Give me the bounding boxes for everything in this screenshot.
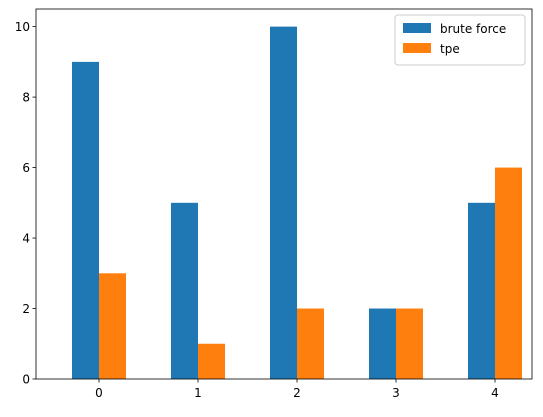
legend-label: tpe <box>440 42 460 56</box>
x-tick-label: 3 <box>392 386 400 400</box>
x-tick-label: 4 <box>491 386 499 400</box>
bar-tpe-1 <box>198 343 225 379</box>
ticks-layer: 0 2 4 6 8 10 0 1 2 3 4 <box>15 20 499 400</box>
legend-swatch <box>403 43 431 53</box>
axes-layer <box>35 8 533 380</box>
bar-tpe-3 <box>396 308 423 379</box>
legend-swatch <box>403 23 431 33</box>
y-tick-label: 6 <box>22 161 30 175</box>
bar-tpe-2 <box>297 308 324 379</box>
bar-brute-force-1 <box>171 202 198 379</box>
legend: brute force tpe <box>394 14 526 66</box>
legend-label: brute force <box>440 22 506 36</box>
y-tick-label: 2 <box>22 302 30 316</box>
x-tick-label: 2 <box>293 386 301 400</box>
bar-brute-force-0 <box>72 61 99 379</box>
x-tick-label: 1 <box>194 386 202 400</box>
y-tick-label: 10 <box>15 20 30 34</box>
bar-brute-force-4 <box>468 202 495 379</box>
y-tick-label: 4 <box>22 232 30 246</box>
y-tick-label: 8 <box>22 91 30 105</box>
bars-layer <box>72 26 522 379</box>
plot-frame <box>35 8 533 380</box>
bar-brute-force-2 <box>270 26 297 379</box>
bar-brute-force-3 <box>369 308 396 379</box>
x-tick-label: 0 <box>95 386 103 400</box>
bar-tpe-4 <box>495 167 522 379</box>
bar-tpe-0 <box>99 273 126 379</box>
y-tick-label: 0 <box>22 373 30 387</box>
